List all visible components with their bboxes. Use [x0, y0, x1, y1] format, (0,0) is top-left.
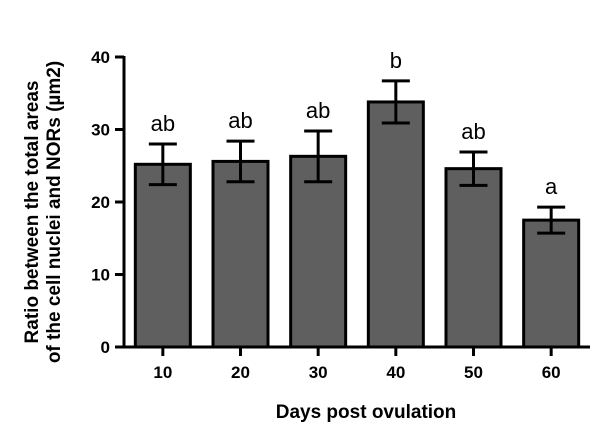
bar	[444, 167, 503, 349]
bar	[133, 162, 192, 349]
x-tick-label: 20	[231, 363, 250, 382]
bar	[366, 100, 425, 349]
error-bars	[148, 79, 566, 235]
bar	[289, 154, 348, 349]
x-tick-label: 30	[309, 363, 328, 382]
y-axis-title: Ratio between the total areas of the cel…	[22, 61, 65, 363]
y-axis: 0 10 20 30 40	[91, 48, 126, 357]
y-axis-title-line-2: of the cell nuclei and NORs (µm2)	[44, 61, 65, 363]
bar	[211, 159, 270, 349]
bars	[133, 100, 581, 349]
y-tick-label: 30	[91, 121, 110, 140]
significance-label: ab	[228, 108, 252, 133]
significance-label: a	[545, 174, 558, 199]
x-tick-label: 60	[542, 363, 561, 382]
x-axis-title: Days post ovulation	[276, 402, 457, 423]
bar	[522, 218, 581, 349]
significance-label: ab	[151, 111, 175, 136]
significance-label: ab	[306, 98, 330, 123]
significance-label: b	[390, 48, 402, 73]
x-axis: 10 20 30 40 50 60	[122, 345, 590, 382]
x-tick-label: 50	[464, 363, 483, 382]
x-tick-label: 10	[153, 363, 172, 382]
significance-labels: ab ab ab b ab a	[151, 48, 558, 199]
y-axis-title-line-1: Ratio between the total areas	[22, 81, 43, 344]
significance-label: ab	[461, 119, 485, 144]
y-tick-label: 40	[91, 48, 110, 67]
y-tick-label: 10	[91, 266, 110, 285]
y-tick-label: 20	[91, 193, 110, 212]
x-tick-label: 40	[386, 363, 405, 382]
y-tick-label: 0	[101, 338, 110, 357]
